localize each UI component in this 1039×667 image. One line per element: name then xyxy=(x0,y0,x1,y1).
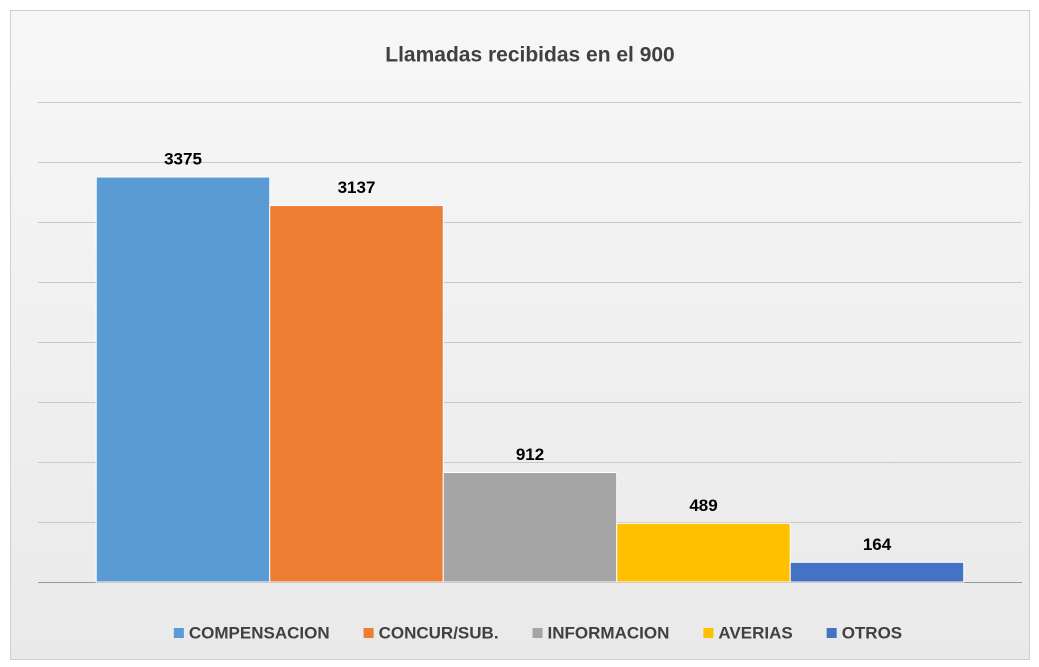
legend-label: AVERIAS xyxy=(718,623,792,642)
data-label: 912 xyxy=(516,445,544,464)
legend-label: INFORMACION xyxy=(548,623,670,642)
bar xyxy=(442,472,618,583)
legend-label: OTROS xyxy=(842,623,902,642)
legend-label: COMPENSACION xyxy=(189,623,330,642)
chart-title: Llamadas recibidas en el 900 xyxy=(385,44,675,67)
legend-swatch xyxy=(363,628,374,638)
data-label: 489 xyxy=(689,496,717,515)
legend-swatch xyxy=(826,628,837,638)
legend-label: CONCUR/SUB. xyxy=(379,623,499,642)
bar xyxy=(789,561,965,583)
data-label: 3375 xyxy=(164,149,202,168)
legend-swatch xyxy=(173,628,184,638)
legend-swatch xyxy=(532,628,543,638)
bar xyxy=(616,522,791,583)
bar xyxy=(95,176,271,583)
legend-swatch xyxy=(703,628,714,638)
bar xyxy=(269,205,444,583)
data-label: 3137 xyxy=(338,178,376,197)
data-label: 164 xyxy=(863,535,892,554)
